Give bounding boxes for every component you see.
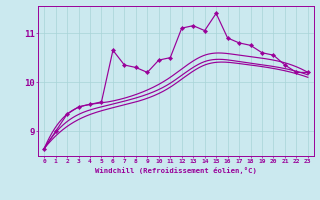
- X-axis label: Windchill (Refroidissement éolien,°C): Windchill (Refroidissement éolien,°C): [95, 167, 257, 174]
